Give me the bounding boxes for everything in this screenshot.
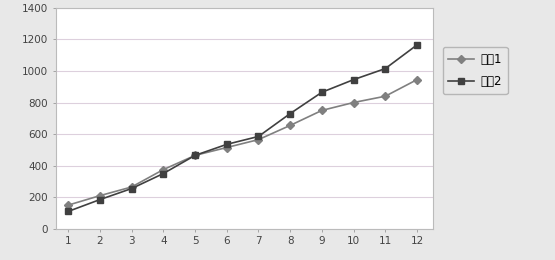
系列2 <box>160 172 166 175</box>
系列1 <box>97 194 103 197</box>
系列1 <box>128 185 135 188</box>
系列1 <box>65 204 72 207</box>
系列2 <box>382 67 388 70</box>
系列1 <box>413 78 420 81</box>
Line: 系列1: 系列1 <box>65 76 420 208</box>
系列2 <box>65 210 72 213</box>
系列1 <box>319 109 325 112</box>
系列1 <box>224 146 230 149</box>
系列1 <box>191 154 198 157</box>
Legend: 系列1, 系列2: 系列1, 系列2 <box>442 47 508 94</box>
系列2 <box>97 198 103 201</box>
系列2 <box>255 135 262 138</box>
系列2 <box>191 154 198 157</box>
系列1 <box>160 168 166 171</box>
系列1 <box>287 124 294 127</box>
系列1 <box>382 95 388 98</box>
系列2 <box>350 78 357 81</box>
系列2 <box>413 43 420 47</box>
系列2 <box>319 91 325 94</box>
系列2 <box>128 187 135 190</box>
系列1 <box>255 138 262 141</box>
系列2 <box>224 143 230 146</box>
系列2 <box>287 112 294 115</box>
Line: 系列2: 系列2 <box>65 42 420 214</box>
系列1 <box>350 101 357 104</box>
